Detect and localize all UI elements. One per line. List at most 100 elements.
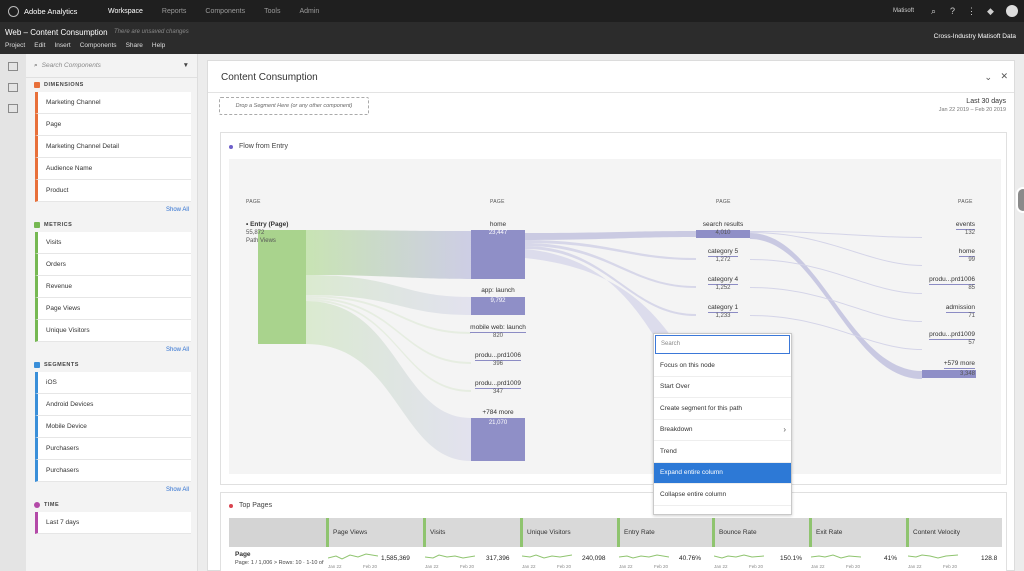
scroll-handle[interactable] <box>1016 187 1024 213</box>
help-icon[interactable]: ? <box>949 5 955 16</box>
nav-workspace[interactable]: Workspace <box>108 7 143 15</box>
dimensions-show-all-link[interactable]: Show All <box>165 207 189 213</box>
date-range-picker[interactable]: Last 30 days Jan 22 2019 – Feb 20 2019 <box>939 98 1006 113</box>
col3-node[interactable]: category 4 1,252 <box>686 276 760 291</box>
metric-item[interactable]: Visits <box>35 232 191 254</box>
metric-item[interactable]: Orders <box>35 254 191 276</box>
menu-components[interactable]: Components <box>79 42 117 49</box>
menu-share[interactable]: Share <box>125 42 143 49</box>
node-value: 99 <box>968 257 975 263</box>
sparkline-start-date: Jan 22 <box>811 564 825 569</box>
col3-node[interactable]: category 1 1,233 <box>686 304 760 319</box>
dimension-item[interactable]: Audience Name <box>35 158 191 180</box>
menu-insert[interactable]: Insert <box>54 42 71 49</box>
filter-icon[interactable]: ▼ <box>182 62 189 69</box>
close-icon[interactable]: ✕ <box>1000 71 1008 81</box>
entry-node-label[interactable]: • Entry (Page) 55,872 Path Views <box>246 221 288 244</box>
search-icon[interactable]: ⌕ <box>930 5 937 16</box>
column-header-content-velocity[interactable]: Content Velocity <box>906 518 1002 547</box>
dimension-item[interactable]: Page <box>35 114 191 136</box>
top-pages-title[interactable]: Top Pages <box>239 502 273 509</box>
col2-node[interactable]: home 23,447 <box>471 221 525 236</box>
dimension-item[interactable]: Product <box>35 180 191 202</box>
nav-admin[interactable]: Admin <box>299 7 320 15</box>
col4-node[interactable]: +579 more 3,348 <box>897 360 975 377</box>
workspace-panel: Content Consumption ⌄ ✕ Drop a Segment H… <box>207 60 1015 571</box>
panel-title[interactable]: Content Consumption <box>221 72 318 83</box>
column-header-unique-visitors[interactable]: Unique Visitors <box>520 518 617 547</box>
metric-item[interactable]: Page Views <box>35 298 191 320</box>
col2-node[interactable]: produ...prd1009 347 <box>461 380 535 395</box>
entry-node[interactable] <box>258 230 306 344</box>
col4-node[interactable]: admission 71 <box>897 304 975 319</box>
column-header-entry-rate[interactable]: Entry Rate <box>617 518 712 547</box>
segment-item[interactable]: Mobile Device <box>35 416 191 438</box>
column-header-exit-rate[interactable]: Exit Rate <box>809 518 906 547</box>
menu-item-trend[interactable]: Trend <box>654 441 791 463</box>
notifications-bell-icon[interactable]: ◆ <box>987 5 994 16</box>
pagination-info[interactable]: Page: 1 / 1,006 > Rows: 10 · 1-10 of <box>235 560 324 566</box>
col3-node[interactable]: search results 4,010 <box>686 221 760 236</box>
flow-title[interactable]: Flow from Entry <box>239 143 289 150</box>
menu-help[interactable]: Help <box>151 42 166 49</box>
component-search-input[interactable]: ⌕ Search Components ▼ <box>26 54 197 78</box>
dimension-item[interactable]: Marketing Channel <box>35 92 191 114</box>
menu-edit[interactable]: Edit <box>34 42 46 49</box>
segment-item[interactable]: Purchasers <box>35 460 191 482</box>
metric-value: 1,585,369 <box>381 555 410 562</box>
nav-tools[interactable]: Tools <box>264 7 281 15</box>
collapse-chevron-icon[interactable]: ⌄ <box>984 72 992 82</box>
col4-node[interactable]: produ...prd1006 85 <box>897 276 975 291</box>
nav-reports[interactable]: Reports <box>161 7 187 15</box>
menu-item-focus-node[interactable]: Focus on this node <box>654 355 791 377</box>
segments-show-all-link[interactable]: Show All <box>165 487 189 493</box>
menu-item-start-over[interactable]: Start Over <box>654 377 791 398</box>
node-home[interactable] <box>471 230 525 279</box>
segment-item[interactable]: Android Devices <box>35 394 191 416</box>
project-title[interactable]: Web – Content Consumption <box>5 28 108 37</box>
node-app-launch[interactable] <box>471 297 525 315</box>
time-item[interactable]: Last 7 days <box>35 512 191 534</box>
metric-item[interactable]: Revenue <box>35 276 191 298</box>
components-icon[interactable] <box>8 104 18 113</box>
brand[interactable]: Adobe Analytics <box>0 5 108 17</box>
col2-node[interactable]: app: launch 9,792 <box>461 287 535 304</box>
visualizations-icon[interactable] <box>8 83 18 92</box>
dimension-item[interactable]: Marketing Channel Detail <box>35 136 191 158</box>
segment-dropzone[interactable]: Drop a Segment Here (or any other compon… <box>219 97 369 115</box>
time-title: TIME <box>44 502 60 508</box>
col4-node[interactable]: events 132 <box>897 221 975 236</box>
menu-item-create-segment[interactable]: Create segment for this path <box>654 398 791 420</box>
app-grid-icon[interactable]: ⋮ <box>967 5 976 16</box>
column-header-bounce-rate[interactable]: Bounce Rate <box>712 518 809 547</box>
menu-item-collapse-column[interactable]: Collapse entire column <box>654 484 791 506</box>
segment-item[interactable]: iOS <box>35 372 191 394</box>
report-suite-selector[interactable]: Cross-Industry Matisoft Data <box>933 33 1016 40</box>
column-header-page-views[interactable]: Page Views <box>326 518 423 547</box>
col2-node[interactable]: produ...prd1006 396 <box>461 352 535 367</box>
col4-node[interactable]: produ...prd1009 57 <box>897 331 975 346</box>
col3-node[interactable]: category 5 1,272 <box>686 248 760 263</box>
segment-item[interactable]: Purchasers <box>35 438 191 460</box>
menu-project[interactable]: Project <box>5 42 26 49</box>
node-search-results[interactable] <box>696 230 750 238</box>
panels-icon[interactable] <box>8 62 18 71</box>
column-header-visits[interactable]: Visits <box>423 518 520 547</box>
nav-components[interactable]: Components <box>205 7 246 15</box>
node-label: events <box>955 221 975 230</box>
user-avatar[interactable] <box>1006 5 1018 17</box>
col2-node[interactable]: mobile web: launch 820 <box>457 324 539 339</box>
entry-label: • Entry (Page) <box>246 221 289 228</box>
org-switcher[interactable]: Matisoft <box>892 8 914 14</box>
flow-link <box>525 240 696 260</box>
metrics-show-all-link[interactable]: Show All <box>165 347 189 353</box>
node-more-col4[interactable] <box>922 370 976 378</box>
context-menu-search-input[interactable]: Search <box>655 335 790 354</box>
menu-item-breakdown[interactable]: Breakdown › <box>654 420 791 441</box>
metric-item[interactable]: Unique Visitors <box>35 320 191 342</box>
node-more[interactable] <box>471 418 525 461</box>
col4-node[interactable]: home 99 <box>897 248 975 263</box>
menu-item-expand-column[interactable]: Expand entire column <box>654 462 791 484</box>
table-row[interactable]: Page Page: 1 / 1,006 > Rows: 10 · 1-10 o… <box>229 547 1002 571</box>
col2-node[interactable]: +784 more 21,070 <box>471 409 525 426</box>
